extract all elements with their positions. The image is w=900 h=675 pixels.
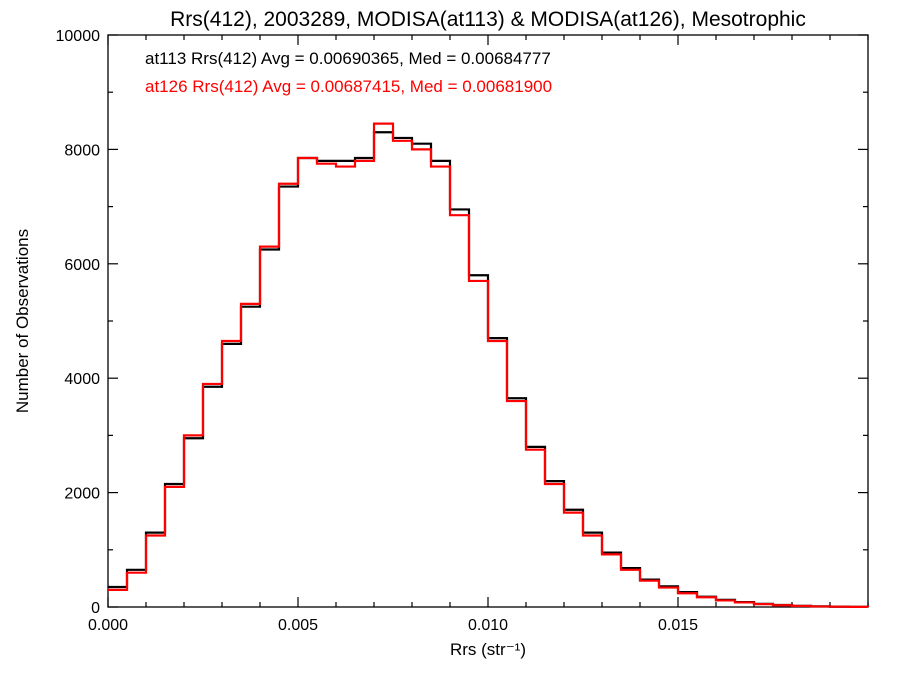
x-tick-label: 0.010 [468,617,508,634]
series-layer [108,122,870,608]
stats-annotation-at113: at113 Rrs(412) Avg = 0.00690365, Med = 0… [145,49,551,68]
x-tick-label: 0.015 [658,617,698,634]
stats-annotation-at126: at126 Rrs(412) Avg = 0.00687415, Med = 0… [145,77,552,96]
y-tick-label: 10000 [56,28,101,45]
tick-labels: 0.000 0.005 0.010 0.015 0 2000 4000 6000 8000 100… [56,28,699,634]
series-line-at126 [108,122,870,608]
x-tick-label: 0.005 [278,617,318,634]
y-axis-label: Number of Observations [13,229,32,413]
x-axis-label: Rrs (str⁻¹) [450,640,526,659]
y-tick-label: 2000 [64,486,100,503]
x-tick-label: 0.000 [88,617,128,634]
chart-title: Rrs(412), 2003289, MODISA(at113) & MODIS… [170,8,806,31]
y-tick-label: 4000 [64,371,100,388]
y-tick-label: 6000 [64,257,100,274]
y-tick-label: 0 [91,600,100,617]
y-tick-label: 8000 [64,142,100,159]
